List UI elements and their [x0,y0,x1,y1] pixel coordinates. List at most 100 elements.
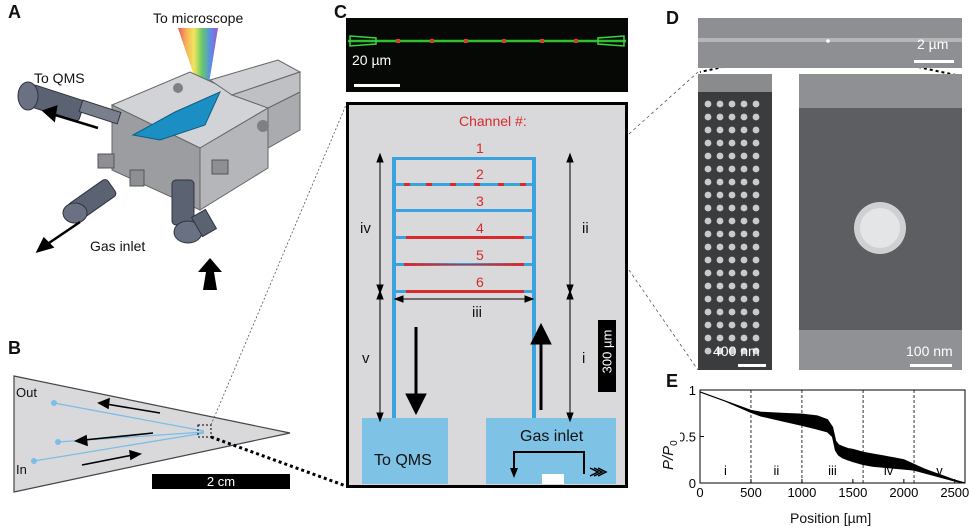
zoom-region-box [197,424,212,438]
pillar [728,217,736,225]
pillar [728,282,736,290]
pillar [752,217,760,225]
panel-b-scale-bar: 2 cm [152,474,290,489]
pillar [704,282,712,290]
sample-window [131,91,221,141]
pillar [740,308,748,316]
qms-reservoir [362,418,448,484]
pillar [728,152,736,160]
channel-number-3: 3 [476,193,484,209]
pillar [716,321,724,329]
pillar [704,100,712,108]
channel-number-2: 2 [476,166,484,182]
pillar [716,126,724,134]
panel-a-gas-inlet-label: Gas inlet [90,238,146,254]
panel-b-letter: B [8,338,21,358]
pillar [704,334,712,342]
pillar [752,269,760,277]
pillar [740,152,748,160]
panel-d-letter: D [666,8,679,28]
pillar [752,308,760,316]
gas-inlet-connector [171,179,218,244]
pillar [716,334,724,342]
pillar [728,308,736,316]
pillar [752,204,760,212]
pillar [752,126,760,134]
pillar [740,243,748,251]
section-label-iv: iv [360,220,371,237]
pillar [728,334,736,342]
pillar [716,295,724,303]
pillar [752,282,760,290]
pillar [740,204,748,212]
pillar [716,152,724,160]
pillar [728,321,736,329]
sem-left-scale-label: 400 nm [713,343,760,359]
pillar [716,243,724,251]
pillar [740,334,748,342]
pillar [704,308,712,316]
chip-out-label: Out [16,385,37,400]
pillar [716,282,724,290]
chart-y-axis-label-sub: 0 [669,440,680,446]
pillar [716,204,724,212]
chart-y-axis-label-text: P/P [660,445,677,470]
pillar [740,256,748,264]
chart-x-axis-label: Position [µm] [790,510,872,526]
pillar [704,191,712,199]
pillar [752,295,760,303]
x-tick-label: 2000 [889,485,918,500]
pillar [704,139,712,147]
x-tick-label: 0 [696,485,703,500]
x-tick-label: 1500 [838,485,867,500]
pillar [728,139,736,147]
pillar [716,269,724,277]
pillar [716,217,724,225]
pillar [740,321,748,329]
pillar [740,269,748,277]
pillar [752,113,760,121]
fluorescence-scale-bar-label: 20 µm [352,52,392,68]
pillar [740,217,748,225]
panel-c-gas-inlet-label: Gas inlet [520,428,584,445]
panel-e-letter: E [666,371,679,391]
y-tick-label: 0.5 [680,430,696,445]
y-tick-label: 1 [689,383,696,398]
chart-section-label: iv [884,463,894,478]
pillar [716,308,724,316]
pillar [752,191,760,199]
channel-number-6: 6 [476,274,484,290]
pillar [728,269,736,277]
sem-pillar-array-image [698,74,772,370]
section-label-i: i [582,350,586,367]
pillar [704,230,712,238]
sem-right-scale-label: 100 nm [906,343,953,359]
pillar [740,191,748,199]
panel-c-letter: C [334,2,347,22]
pillar [752,178,760,186]
pillar [704,113,712,121]
panel-a-to-qms-label: To QMS [34,70,85,86]
pillar [752,347,760,355]
pillar [716,347,724,355]
pillar [740,165,748,173]
pillar [704,165,712,173]
sem-overview-image [698,18,962,68]
pillar [716,178,724,186]
pillar [752,139,760,147]
pillar [728,295,736,303]
qms-connector [17,81,122,125]
pillar [728,256,736,264]
pillar [716,139,724,147]
channel-schematic [346,102,628,488]
pillar [716,191,724,199]
pillar [752,230,760,238]
channel-number-4: 4 [476,220,484,236]
chart-section-label: i [724,463,727,478]
pillar [752,243,760,251]
pillar [740,126,748,134]
pillar [740,230,748,238]
channel-lines [392,157,536,293]
sem-images [698,18,962,370]
pillar [752,321,760,329]
